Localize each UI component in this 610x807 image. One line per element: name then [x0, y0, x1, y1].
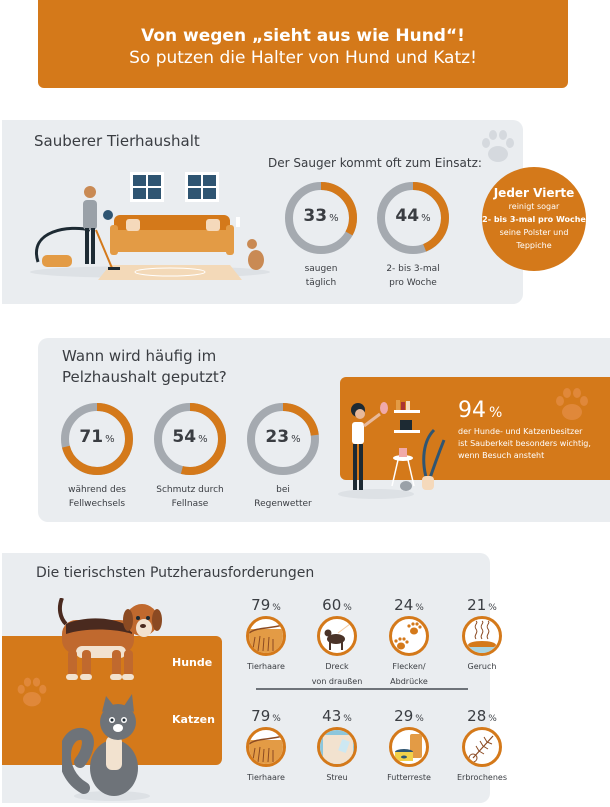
challenge-value: 79%	[251, 596, 281, 614]
donut-value: 71	[79, 427, 104, 447]
vacuuming-illustration	[30, 172, 270, 280]
challenge-label: Erbrochenes	[457, 773, 507, 782]
donut-arc	[247, 403, 319, 475]
litter-icon	[317, 727, 357, 767]
cat-illustration	[62, 694, 150, 801]
donut-label: 2- bis 3-mal pro Woche	[386, 264, 440, 288]
header-banner: Von wegen „sieht aus wie Hund“! So putze…	[38, 0, 568, 88]
challenge-value: 29%	[394, 707, 424, 725]
donut-chart: 23%	[246, 402, 320, 476]
section1-title: Sauberer Tierhaushalt	[34, 132, 200, 150]
smell-icon	[462, 616, 502, 656]
vacuum-chart-title: Der Sauger kommt oft zum Einsatz:	[268, 156, 482, 170]
donut-label: Schmutz durch Fellnase	[156, 485, 224, 509]
donut-unit: %	[105, 434, 115, 445]
paw-icon	[556, 388, 588, 420]
row-label-dogs: Hunde	[172, 656, 213, 669]
donut-label: während des Fellwechsels	[68, 485, 126, 509]
row-divider	[256, 688, 468, 690]
donut-arc	[285, 182, 357, 254]
highlight-percent: 94%	[458, 398, 503, 423]
donut-unit: %	[198, 434, 208, 445]
fishbone-icon	[462, 727, 502, 767]
challenge-value: 21%	[467, 596, 497, 614]
donut-chart: 33%	[284, 181, 358, 255]
food-icon	[389, 727, 429, 767]
donut-unit: %	[329, 213, 339, 224]
row-label-cats: Katzen	[172, 713, 215, 726]
hair-icon	[246, 616, 286, 656]
section2-title: Wann wird häufig im Pelzhaushalt geputzt?	[62, 347, 227, 386]
donut-chart: 44%	[376, 181, 450, 255]
challenge-value: 28%	[467, 707, 497, 725]
donut-chart: 71%	[60, 402, 134, 476]
bubble-line: seine Polster und	[499, 228, 569, 237]
donut-unit: %	[291, 434, 301, 445]
donut-value: 44	[395, 206, 420, 226]
donut-chart: 54%	[153, 402, 227, 476]
donut-unit: %	[421, 213, 431, 224]
challenge-label: Streu	[326, 773, 348, 782]
dusting-illustration	[338, 400, 446, 499]
donut-arc	[61, 403, 133, 475]
challenge-label: Tierhaare	[247, 773, 285, 782]
donut-value: 33	[303, 206, 328, 226]
donut-value: 54	[172, 427, 197, 447]
bubble-line: Teppiche	[516, 241, 552, 250]
challenge-label: Flecken/Abdrücke	[390, 662, 428, 686]
bubble-line-bold: 2- bis 3-mal pro Woche	[482, 215, 586, 224]
challenge-label: Futterreste	[387, 773, 431, 782]
donut-label: bei Regenwetter	[254, 485, 312, 509]
paw-icon	[17, 677, 47, 707]
bubble-headline: Jeder Vierte	[493, 186, 575, 200]
donut-label: saugen täglich	[304, 264, 338, 288]
challenge-value: 79%	[251, 707, 281, 725]
challenge-value: 60%	[322, 596, 352, 614]
hair-icon	[246, 727, 286, 767]
challenge-label: Dreck von draußen	[311, 662, 363, 686]
challenge-value: 43%	[322, 707, 352, 725]
challenge-value: 24%	[394, 596, 424, 614]
section3-title: Die tierischsten Putzherausforderungen	[36, 565, 315, 581]
donut-arc	[377, 182, 449, 254]
header-title: Von wegen „sieht aus wie Hund“!	[141, 26, 465, 46]
highlight-text: der Hunde- und Katzenbesitzer ist Sauberk…	[458, 427, 591, 460]
header-subtitle: So putzen die Halter von Hund und Katz!	[129, 48, 477, 68]
dog-illustration	[57, 598, 162, 680]
pawprints-icon	[389, 616, 429, 656]
challenge-label: Geruch	[467, 662, 497, 671]
window-icon	[185, 172, 219, 202]
window-icon	[130, 172, 164, 202]
bubble-line: reinigt sogar	[508, 202, 560, 211]
challenge-label: Tierhaare	[247, 662, 285, 671]
donut-arc	[154, 403, 226, 475]
highlight-bubble: Jeder Vierte reinigt sogar 2- bis 3-mal …	[482, 167, 586, 271]
paw-icon	[482, 130, 514, 162]
dog-walking-icon	[317, 616, 357, 656]
donut-value: 23	[265, 427, 290, 447]
